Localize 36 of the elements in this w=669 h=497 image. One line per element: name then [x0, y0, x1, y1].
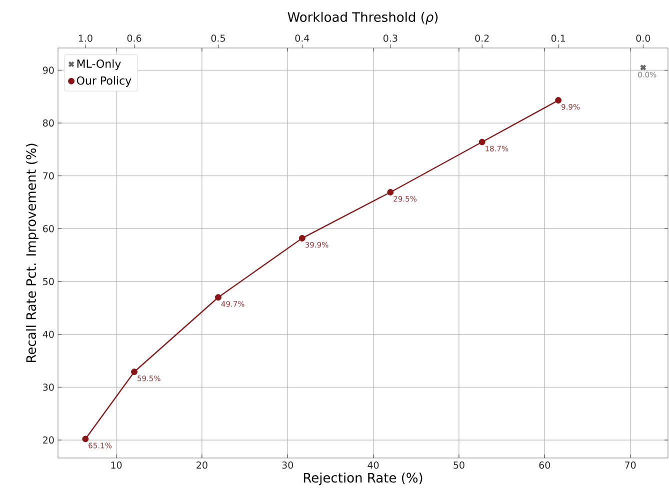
- y-tick-label: 60: [43, 225, 54, 232]
- y-tick-label: 40: [42, 330, 54, 338]
- legend-label: ML-Only: [77, 59, 121, 70]
- text: 0.4: [295, 34, 310, 42]
- point: [640, 64, 646, 71]
- y-tick-label: 50: [43, 278, 54, 286]
- y-tick-label: 70: [43, 172, 54, 180]
- point: [298, 234, 306, 242]
- text: 1.0: [78, 34, 92, 42]
- point: [214, 294, 222, 301]
- text: 0.5: [211, 34, 225, 42]
- x-axis-title: Rejection Rate (%): [304, 472, 422, 486]
- y-axis-title: Recall Rate Pct. Improvement (%): [26, 144, 39, 362]
- x-tick-label: 30: [282, 462, 294, 469]
- point: [82, 436, 89, 442]
- text: 0.3: [383, 34, 398, 42]
- y-tick-label: 30: [43, 384, 54, 391]
- y-tick-label: 90: [42, 66, 54, 74]
- x-tick-label: 50: [454, 462, 464, 469]
- point: [131, 368, 138, 376]
- point: [478, 138, 486, 146]
- x-tick-label: 60: [539, 462, 550, 469]
- x2-axis-title: Workload Threshold (ρ): [288, 12, 438, 24]
- point: [387, 188, 394, 196]
- x-tick-label: 20: [196, 462, 208, 469]
- x-tick-label: 70: [625, 462, 636, 469]
- y-tick-label: 80: [43, 119, 54, 127]
- text: 0.6: [127, 34, 142, 42]
- x-tick-label: 40: [368, 462, 379, 469]
- x-tick-label: 10: [111, 462, 122, 469]
- point: [555, 97, 562, 104]
- y-tick-label: 20: [43, 436, 54, 444]
- text: 0.2: [475, 34, 489, 42]
- legend-label: Our Policy: [76, 76, 132, 87]
- text: 0.0: [636, 34, 650, 42]
- text: 0.1: [551, 34, 566, 42]
